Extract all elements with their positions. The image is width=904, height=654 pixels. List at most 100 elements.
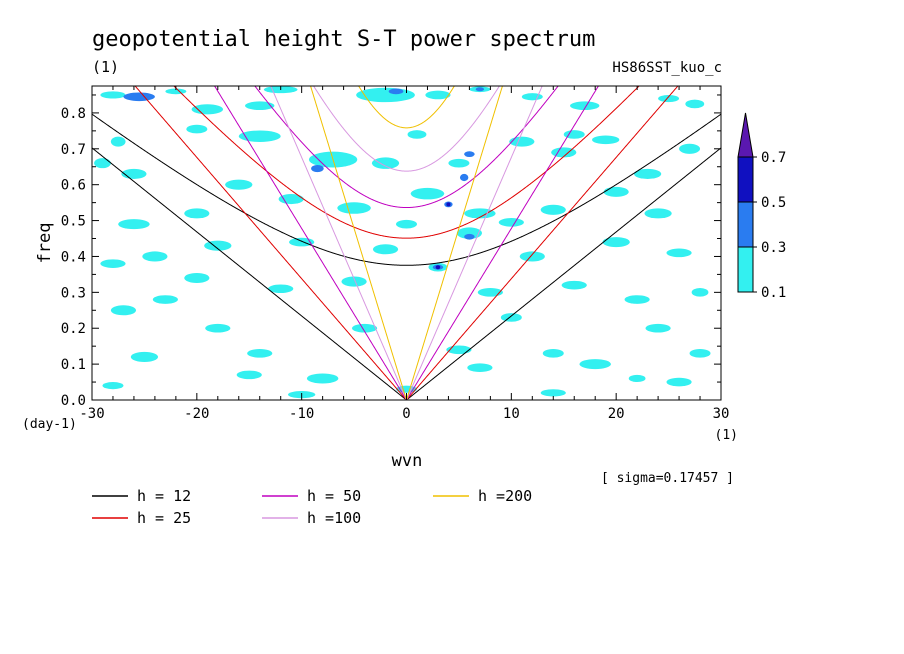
power-contour-level-1 <box>542 349 564 358</box>
power-contour-level-1 <box>602 237 630 248</box>
dispersion-curve-ig-h50 <box>254 86 559 209</box>
chart-title: geopotential height S-T power spectrum <box>92 27 595 52</box>
power-contour-level-1 <box>500 313 522 322</box>
power-contour-level-1 <box>540 204 566 215</box>
x-tick-label: 20 <box>608 406 625 422</box>
power-contour-level-1 <box>658 94 680 103</box>
run-label: HS86SST_kuo_c <box>612 60 722 76</box>
power-contour-level-1 <box>94 158 111 169</box>
colorbar-label: 0.3 <box>761 240 786 256</box>
power-contour-level-1 <box>410 187 445 200</box>
x-unit-label: (1) <box>715 428 738 443</box>
power-contour-level-1 <box>691 288 709 297</box>
power-contour-level-1 <box>306 373 339 384</box>
y-tick-label: 0.3 <box>61 285 86 301</box>
legend-label: h =100 <box>307 509 361 527</box>
colorbar-label: 0.1 <box>761 285 786 301</box>
x-tick-label: -30 <box>79 406 104 422</box>
y-tick-label: 0.1 <box>61 357 86 373</box>
dispersion-curves <box>92 86 721 400</box>
power-contour-level-1 <box>407 130 427 139</box>
power-contour-level-1 <box>372 244 399 255</box>
power-contour-level-1 <box>633 168 662 179</box>
power-contour-level-1 <box>666 248 692 258</box>
power-contour-level-1 <box>592 135 620 145</box>
y-tick-label: 0.5 <box>61 214 86 230</box>
power-contour-level-1 <box>278 194 304 205</box>
power-contour-level-1 <box>351 323 378 333</box>
x-tick-label: 30 <box>713 406 730 422</box>
power-contour-level-1 <box>110 136 126 147</box>
y-tick-label: 0.8 <box>61 106 86 122</box>
power-contour-level-1 <box>425 90 451 100</box>
power-contour-level-1 <box>521 93 543 101</box>
colorbar-label: 0.7 <box>761 150 786 166</box>
power-contour-level-1 <box>142 251 168 262</box>
power-contour-level-1 <box>644 208 672 219</box>
axis-ticks: -30 -20 -10 0 10 20 30 0.0 0.1 0.2 0.3 0.4 0.5 0.6 0.7… <box>61 86 730 422</box>
dispersion-curve-ig-h100 <box>313 86 500 172</box>
power-contour-level-1 <box>561 280 587 290</box>
x-tick-label: -10 <box>289 406 314 422</box>
power-contour-level-1 <box>100 91 126 99</box>
power-contour-level-1 <box>245 101 275 111</box>
power-contour-level-1 <box>448 158 470 168</box>
power-contour-level-1 <box>184 208 210 219</box>
power-contour-level-1 <box>184 272 210 284</box>
legend: h = 12 h = 25 h = 50 h =100 h =200 <box>92 487 532 527</box>
power-contour-level-3 <box>446 202 451 207</box>
y-tick-label: 0.2 <box>61 321 86 337</box>
x-tick-label: -20 <box>184 406 209 422</box>
power-contour-level-1 <box>225 179 253 190</box>
power-contour-level-1 <box>100 259 126 268</box>
power-contour-level-1 <box>551 147 577 158</box>
power-contour-level-1 <box>579 359 611 370</box>
power-contour-level-2 <box>464 151 475 158</box>
x-axis-label: wvn <box>392 451 423 471</box>
power-contour-level-1 <box>519 251 545 262</box>
power-contour-level-1 <box>110 305 137 316</box>
legend-label: h = 50 <box>307 487 361 505</box>
power-contour-level-1 <box>446 345 472 355</box>
power-contour-level-1 <box>498 218 524 227</box>
power-contour-level-1 <box>268 284 294 294</box>
power-contour-level-2 <box>311 164 324 173</box>
colorbar-overflow-arrow <box>737 112 754 158</box>
power-contour-level-1 <box>645 323 671 333</box>
y-tick-label: 0.0 <box>61 393 86 409</box>
power-contour-level-1 <box>624 295 650 304</box>
power-contour-level-1 <box>247 349 273 358</box>
x-tick-label: 10 <box>503 406 520 422</box>
power-contour-level-1 <box>679 143 701 154</box>
power-contour-level-1 <box>467 363 493 373</box>
dispersion-curve-kelvin-h25 <box>134 86 679 400</box>
power-contour-level-1 <box>685 99 705 109</box>
colorbar-segment <box>737 201 754 248</box>
power-contour-level-2 <box>459 173 469 182</box>
x-tick-label: 0 <box>402 406 410 422</box>
power-contour-level-1 <box>666 377 692 387</box>
dispersion-curve-ig-h12 <box>92 113 721 266</box>
power-contour-level-1 <box>152 295 178 304</box>
legend-label: h =200 <box>478 487 532 505</box>
power-contour-level-1 <box>628 374 646 383</box>
colorbar-segment <box>737 156 754 203</box>
power-contour-level-1 <box>689 349 711 358</box>
power-contour-level-1 <box>603 186 629 197</box>
power-contour-level-1 <box>371 157 400 169</box>
power-contour-level-1 <box>563 130 585 139</box>
colorbar-segment <box>737 246 754 293</box>
dispersion-curve-kelvin-h12 <box>92 147 721 400</box>
power-contour-level-1 <box>205 323 231 333</box>
power-contour-level-1 <box>337 202 371 214</box>
dispersion-curve-ig-h200 <box>358 86 455 129</box>
power-contour-level-1 <box>341 276 367 287</box>
sigma-text: [ sigma=0.17457 ] <box>601 471 734 486</box>
power-contour-level-1 <box>236 370 262 380</box>
power-contour-level-1 <box>396 219 417 229</box>
dispersion-curve-ig-h25 <box>173 86 640 239</box>
power-contour-level-1 <box>186 124 208 134</box>
power-contours <box>94 86 711 399</box>
power-contour-level-1 <box>191 104 224 115</box>
